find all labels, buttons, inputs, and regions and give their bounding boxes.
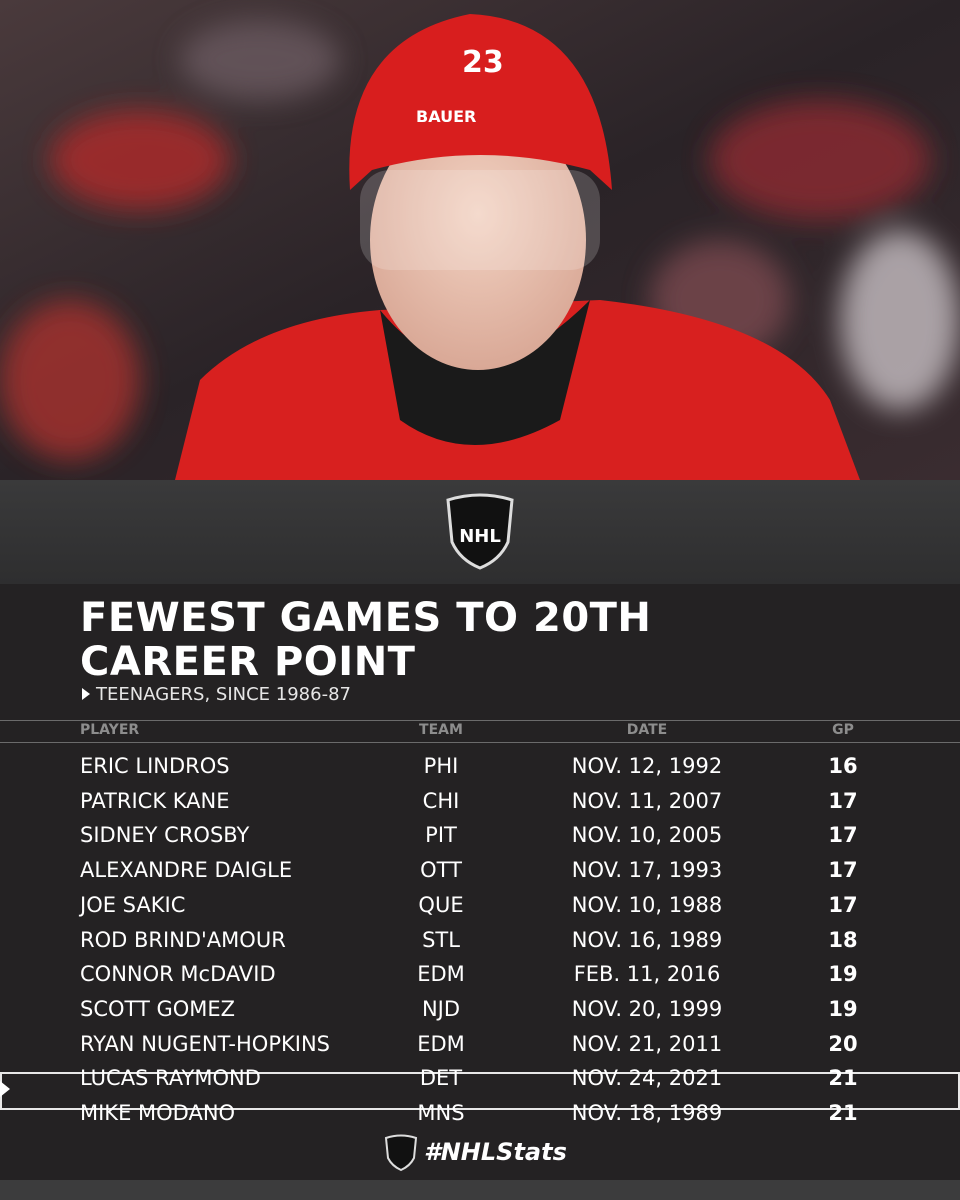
- player-name: PATRICK KANE: [80, 788, 230, 813]
- date: NOV. 10, 1988: [571, 892, 723, 917]
- date: NOV. 11, 2007: [571, 788, 723, 813]
- player-name: CONNOR McDAVID: [80, 962, 276, 987]
- bottom-stripe: [0, 1180, 960, 1200]
- player-name: ROD BRIND'AMOUR: [80, 927, 286, 952]
- player-name: ERIC LINDROS: [80, 754, 230, 778]
- games-played: 21: [828, 1066, 858, 1091]
- logo-text: NHL: [459, 526, 501, 547]
- hashtag: #NHLStats: [424, 1138, 567, 1166]
- date: NOV. 18, 1989: [571, 1101, 723, 1125]
- divider: [0, 742, 960, 743]
- team: EDM: [417, 1031, 465, 1056]
- column-header: GP: [832, 722, 854, 738]
- column-header: TEAM: [419, 722, 463, 738]
- games-played: 17: [828, 823, 858, 848]
- games-played: 19: [828, 996, 858, 1021]
- date: NOV. 20, 1999: [571, 996, 723, 1021]
- date: FEB. 11, 2016: [573, 962, 721, 987]
- photo: 23 BAUER: [0, 0, 960, 480]
- team: CHI: [422, 788, 460, 813]
- date: NOV. 12, 1992: [571, 754, 723, 778]
- team: PHI: [423, 754, 459, 778]
- team: QUE: [418, 892, 464, 917]
- title: FEWEST GAMES TO 20TH CAREER POINT: [80, 595, 652, 685]
- games-played: 21: [828, 1101, 858, 1125]
- column-header: DATE: [626, 722, 668, 738]
- team: STL: [422, 927, 460, 952]
- games-played: 17: [828, 858, 858, 883]
- subtitle-marker: [82, 688, 90, 700]
- svg-text:23: 23: [462, 45, 504, 80]
- team: DET: [419, 1066, 463, 1091]
- player-name: LUCAS RAYMOND: [80, 1066, 261, 1091]
- games-played: 20: [828, 1031, 858, 1056]
- games-played: 16: [828, 754, 858, 778]
- games-played: 17: [828, 788, 858, 813]
- team: NJD: [421, 996, 461, 1021]
- team: MNS: [417, 1101, 465, 1125]
- highlight-marker: [0, 1081, 10, 1098]
- games-played: 19: [828, 962, 858, 987]
- date: NOV. 16, 1989: [571, 927, 723, 952]
- footer-logo: [384, 1134, 418, 1172]
- player-name: SCOTT GOMEZ: [80, 996, 236, 1021]
- player-name: SIDNEY CROSBY: [80, 823, 250, 848]
- player-name: ALEXANDRE DAIGLE: [80, 858, 293, 883]
- svg-text:BAUER: BAUER: [416, 107, 476, 126]
- player-name: MIKE MODANO: [80, 1101, 236, 1125]
- date: NOV. 21, 2011: [571, 1031, 723, 1056]
- team: OTT: [420, 858, 462, 883]
- games-played: 17: [828, 892, 858, 917]
- games-played: 18: [828, 927, 858, 952]
- column-header: PLAYER: [80, 722, 140, 738]
- date: NOV. 10, 2005: [571, 823, 723, 848]
- date: NOV. 24, 2021: [571, 1066, 723, 1091]
- team: PIT: [425, 823, 457, 848]
- player-name: JOE SAKIC: [80, 892, 186, 917]
- player-name: RYAN NUGENT-HOPKINS: [80, 1031, 330, 1056]
- divider: [0, 720, 960, 721]
- subtitle: TEENAGERS, SINCE 1986-87: [96, 684, 351, 705]
- date: NOV. 17, 1993: [571, 858, 723, 883]
- team: EDM: [417, 962, 465, 987]
- nhl-logo: NHL: [446, 493, 514, 570]
